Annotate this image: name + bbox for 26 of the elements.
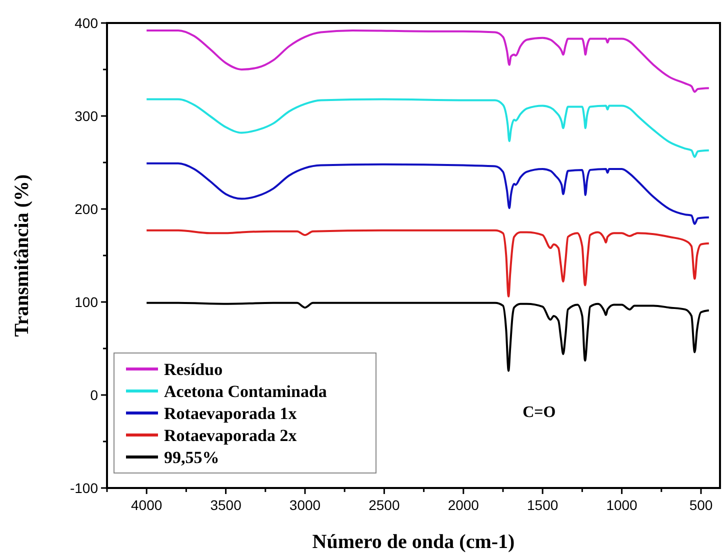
legend-label: Rotaevaporada 2x — [164, 426, 298, 445]
x-axis-title: Número de onda (cm-1) — [312, 531, 515, 553]
x-tick-label: 2500 — [368, 497, 400, 513]
x-tick-label: 4000 — [131, 497, 162, 513]
line-series — [146, 98, 710, 158]
y-tick-label: 300 — [74, 108, 98, 124]
y-tick-label: 100 — [74, 294, 98, 310]
y-tick-label: 0 — [90, 386, 98, 403]
y-tick-label: -100 — [70, 480, 98, 496]
y-tick-label: 400 — [74, 14, 98, 31]
line-series — [146, 229, 710, 298]
x-tick-label: 2000 — [448, 497, 480, 513]
x-tick-label: 1000 — [606, 497, 638, 513]
x-tick-label: 1500 — [527, 497, 558, 513]
x-tick-label: 500 — [689, 497, 713, 513]
legend-label: Resíduo — [164, 360, 223, 379]
annotation: C=O — [522, 404, 556, 421]
line-series — [146, 162, 710, 225]
legend-label: 99,55% — [164, 448, 220, 467]
x-tick-label: 3500 — [210, 497, 242, 513]
x-tick-label: 3000 — [289, 497, 321, 513]
legend-label: Rotaevaporada 1x — [164, 404, 298, 423]
line-series — [146, 29, 710, 93]
y-tick-label: 200 — [74, 200, 98, 217]
y-axis-title: Transmitância (%) — [11, 174, 33, 337]
legend-label: Acetona Contaminada — [164, 382, 328, 401]
